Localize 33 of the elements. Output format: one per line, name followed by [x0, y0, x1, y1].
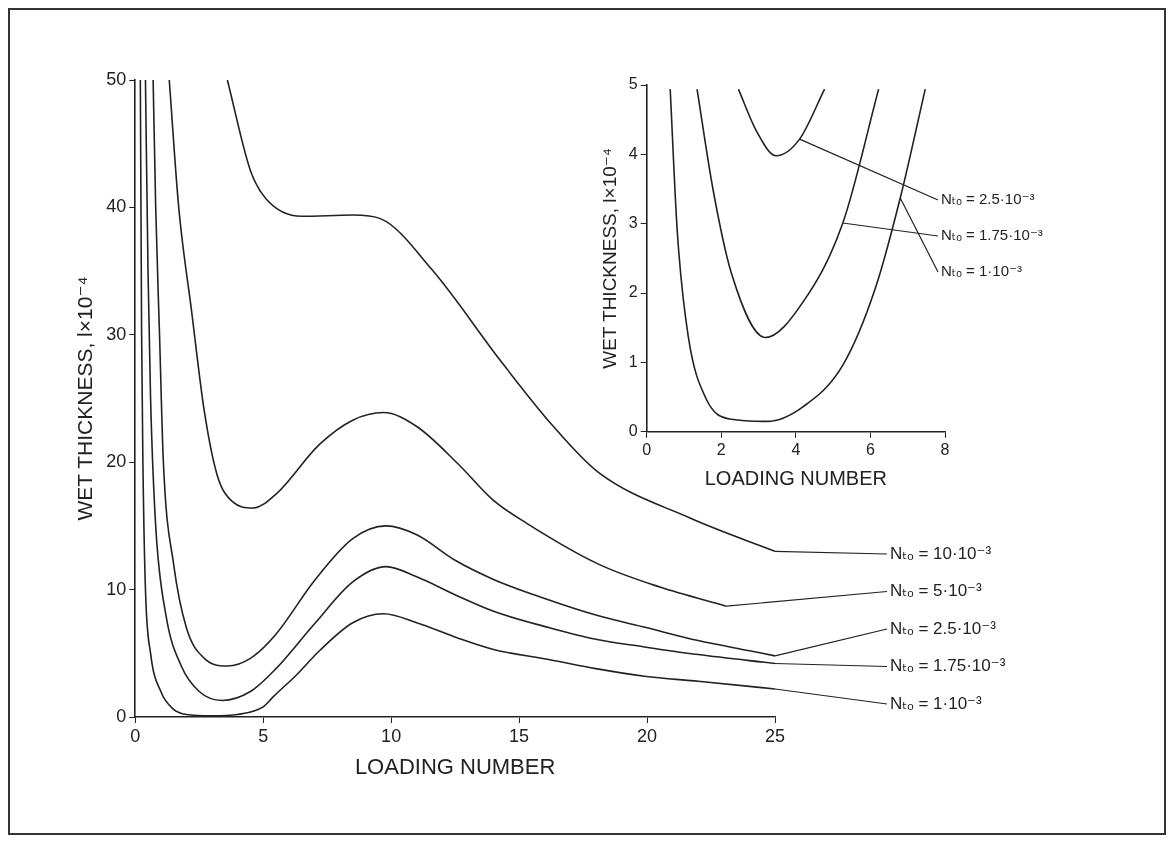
x-tick-label: 25 — [764, 725, 786, 746]
y-tick-label: 0 — [116, 705, 127, 726]
y-tick-label: 3 — [628, 214, 638, 232]
y-tick-label: 40 — [106, 196, 127, 217]
y-tick-label: 0 — [628, 422, 638, 440]
y-axis-title: WET THICKNESS, l×10⁻⁴ — [598, 148, 620, 369]
x-axis-title: LOADING NUMBER — [704, 466, 887, 489]
x-tick-label: 4 — [791, 440, 801, 458]
text: Nₜₒ = 1·10⁻³ — [890, 693, 983, 713]
text: Nₜₒ = 2.5·10⁻³ — [941, 190, 1035, 208]
y-tick-label: 5 — [628, 75, 638, 93]
text: Nₜₒ = 2.5·10⁻³ — [890, 618, 997, 638]
y-axis-title: WET THICKNESS, l×10⁻⁴ — [73, 276, 97, 521]
text: Nₜₒ = 1.75·10⁻³ — [890, 656, 1006, 676]
y-tick-label: 30 — [106, 323, 127, 344]
x-tick-label: 2 — [716, 440, 726, 458]
x-tick-label: 10 — [381, 725, 402, 746]
x-tick-label: 5 — [258, 725, 269, 746]
x-tick-label: 6 — [865, 440, 875, 458]
x-tick-label: 0 — [130, 725, 141, 746]
y-tick-label: 10 — [106, 578, 127, 599]
x-axis-title: LOADING NUMBER — [354, 753, 556, 779]
text: Nₜₒ = 1.75·10⁻³ — [941, 226, 1043, 244]
y-tick-label: 50 — [106, 68, 127, 89]
text: Nₜₒ = 10·10⁻³ — [890, 543, 992, 563]
x-tick-label: 8 — [940, 440, 950, 458]
y-tick-label: 2 — [628, 283, 638, 301]
y-tick-label: 1 — [628, 352, 638, 370]
x-tick-label: 0 — [642, 440, 652, 458]
text: Nₜₒ = 5·10⁻³ — [890, 581, 983, 601]
text: Nₜₒ = 1·10⁻³ — [941, 262, 1022, 280]
x-tick-label: 15 — [509, 725, 530, 746]
y-tick-label: 4 — [628, 144, 638, 162]
